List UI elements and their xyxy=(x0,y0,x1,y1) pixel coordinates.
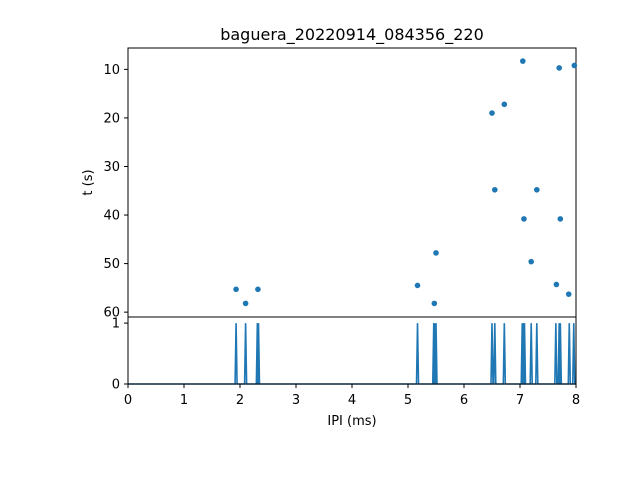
ipi-y-tick-label: 0 xyxy=(112,378,120,393)
ipi-y-tick-label: 1 xyxy=(112,317,120,332)
scatter-point xyxy=(557,216,564,222)
scatter-point xyxy=(553,281,560,288)
scatter-y-ticks: 10 20 30 40 50 60 xyxy=(103,63,128,321)
ipi-series xyxy=(128,323,576,385)
ipi-x-tick-label: 8 xyxy=(572,393,580,408)
ipi-x-tick-label: 1 xyxy=(180,393,188,408)
ipi-x-tick-label: 3 xyxy=(292,393,300,408)
scatter-point xyxy=(433,250,439,256)
scatter-y-tick-label: 50 xyxy=(103,257,120,272)
scatter-axes: 10 20 30 40 50 60 baguera_20220914_084356_220… xyxy=(81,25,578,321)
ipi-x-axis-label: IPI (ms) xyxy=(327,414,376,429)
scatter-y-tick-label: 20 xyxy=(103,111,120,126)
scatter-point xyxy=(489,110,495,116)
ipi-x-tick-label: 6 xyxy=(460,393,468,408)
scatter-point xyxy=(255,286,261,293)
scatter-point xyxy=(528,258,534,265)
scatter-plot-frame xyxy=(127,47,577,318)
ipi-x-tick-label: 5 xyxy=(404,393,412,408)
scatter-point xyxy=(565,291,572,297)
scatter-point xyxy=(492,186,498,193)
chart-title: baguera_20220914_084356_220 xyxy=(220,25,484,45)
scatter-point xyxy=(233,286,239,293)
scatter-point xyxy=(556,65,562,71)
scatter-y-axis-label: t (s) xyxy=(81,169,96,195)
scatter-point xyxy=(501,101,508,108)
ipi-y-ticks: 01 xyxy=(112,317,128,393)
scatter-point xyxy=(521,216,527,222)
ipi-x-tick-label: 4 xyxy=(348,393,356,408)
scatter-point xyxy=(520,58,526,64)
ipi-x-tick-label: 7 xyxy=(516,393,524,408)
scatter-point xyxy=(414,282,421,289)
scatter-point xyxy=(571,62,578,69)
scatter-y-tick-label: 60 xyxy=(103,306,120,321)
scatter-points xyxy=(233,58,578,307)
ipi-series-line xyxy=(128,323,576,385)
scatter-point xyxy=(242,300,249,307)
ipi-plot-frame xyxy=(127,316,577,385)
scatter-y-tick-label: 40 xyxy=(103,209,120,224)
scatter-point xyxy=(431,300,438,307)
scatter-point xyxy=(534,186,540,193)
ipi-x-tick-label: 2 xyxy=(236,393,244,408)
ipi-x-tick-label: 0 xyxy=(124,393,132,408)
scatter-y-tick-label: 10 xyxy=(103,63,120,78)
ipi-x-ticks: 0 1 2 3 4 5 6 7 8 xyxy=(124,384,580,408)
scatter-y-tick-label: 30 xyxy=(103,160,120,175)
